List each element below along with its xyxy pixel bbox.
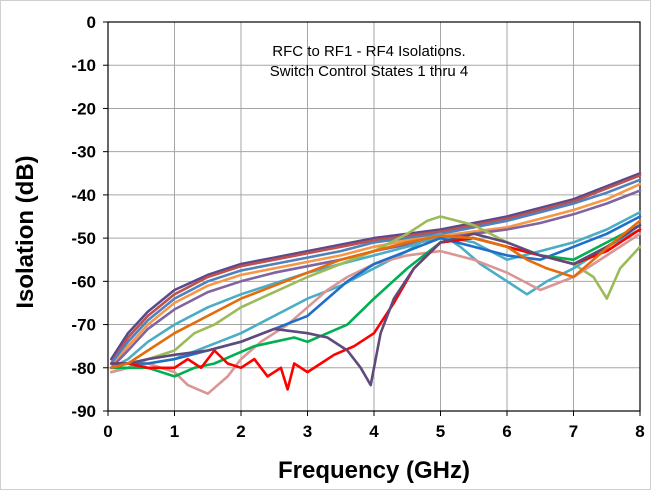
annotation-line-2: Switch Control States 1 thru 4: [270, 63, 468, 80]
y-tick-label: -20: [71, 99, 96, 118]
chart-annotation: RFC to RF1 - RF4 Isolations. Switch Cont…: [270, 43, 468, 80]
y-tick-label: -50: [71, 229, 96, 248]
x-axis-title: Frequency (GHz): [278, 457, 470, 484]
series-line-2: [110, 174, 642, 365]
x-tick-label: 6: [502, 422, 511, 441]
x-tick-label: 5: [436, 422, 445, 441]
y-tick-label: -40: [71, 186, 96, 205]
x-tick-label: 1: [170, 422, 179, 441]
y-tick-label: -30: [71, 143, 96, 162]
x-tick-label: 7: [569, 422, 578, 441]
x-tick-label: 2: [236, 422, 245, 441]
series-line-6: [110, 210, 642, 370]
x-tick-label: 0: [103, 422, 112, 441]
series-line-10: [110, 215, 642, 365]
series-line-1: [110, 172, 642, 361]
y-tick-label: -60: [71, 272, 96, 291]
series-line-9: [110, 232, 642, 396]
series-line-14: [110, 219, 642, 370]
y-axis-title: Isolation (dB): [12, 155, 39, 308]
series-line-4: [110, 182, 642, 370]
series-line-13: [110, 223, 642, 387]
y-tick-label: 0: [87, 13, 96, 32]
y-tick-label: -70: [71, 316, 96, 335]
y-tick-label: -10: [71, 56, 96, 75]
series-line-3: [110, 178, 642, 365]
annotation-line-1: RFC to RF1 - RF4 Isolations.: [272, 43, 465, 60]
y-tick-label: -80: [71, 359, 96, 378]
x-tick-label: 4: [369, 422, 379, 441]
y-tick-label: -90: [71, 402, 96, 421]
x-tick-label: 3: [303, 422, 312, 441]
x-tick-label: 8: [635, 422, 644, 441]
